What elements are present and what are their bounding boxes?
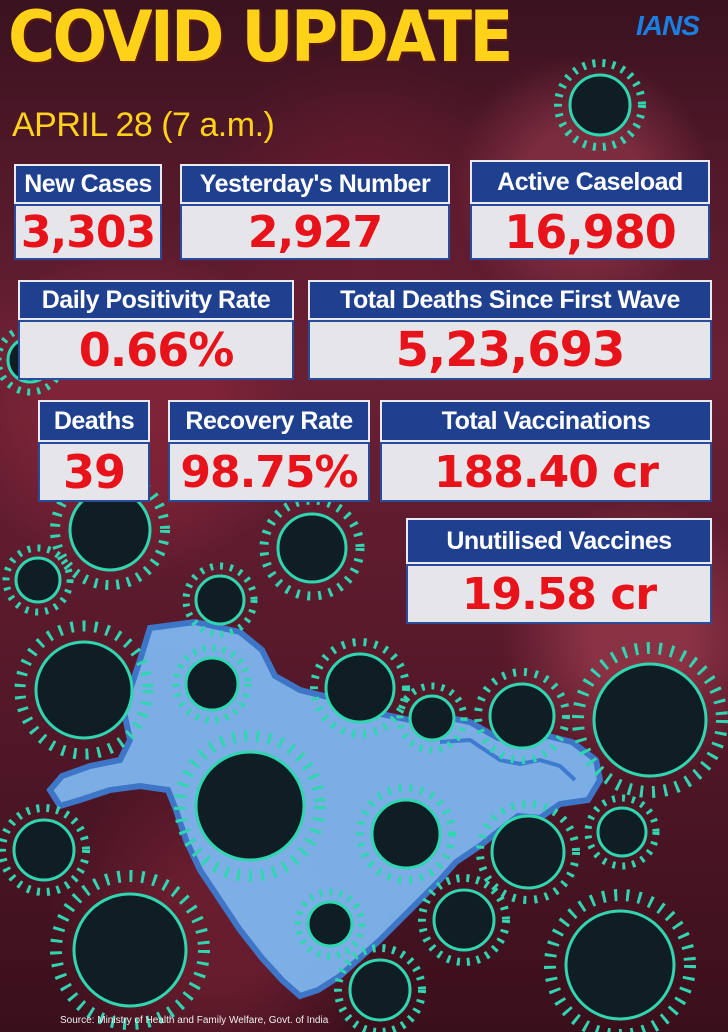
poster-title: COVID UPDATE (8, 0, 513, 78)
stat-label: Active Caseload (470, 160, 710, 204)
stat-label: Total Vaccinations (380, 400, 712, 442)
stat-label: Unutilised Vaccines (406, 518, 712, 564)
stat-card-yesterdays-number: Yesterday's Number 2,927 (180, 164, 450, 260)
stat-card-unutilised-vaccines: Unutilised Vaccines 19.58 cr (406, 518, 712, 624)
stat-label: Daily Positivity Rate (18, 280, 294, 320)
stat-label: Yesterday's Number (180, 164, 450, 204)
stat-card-active-caseload: Active Caseload 16,980 (470, 160, 710, 260)
stat-value: 188.40 cr (380, 442, 712, 502)
stat-label: Total Deaths Since First Wave (308, 280, 712, 320)
stat-value: 0.66% (18, 320, 294, 380)
stat-value: 16,980 (470, 204, 710, 260)
stat-label: Recovery Rate (168, 400, 370, 442)
ians-logo: IANS (636, 10, 700, 41)
stat-value: 19.58 cr (406, 564, 712, 624)
stat-label: New Cases (14, 164, 162, 204)
stat-card-new-cases: New Cases 3,303 (14, 164, 162, 260)
stat-card-recovery-rate: Recovery Rate 98.75% (168, 400, 370, 502)
virus-particles (0, 59, 728, 1032)
stat-value: 5,23,693 (308, 320, 712, 380)
stat-card-total-deaths: Total Deaths Since First Wave 5,23,693 (308, 280, 712, 380)
source-credit: Source: Ministry of Health and Family We… (60, 1015, 329, 1026)
stat-value: 39 (38, 442, 150, 502)
stat-card-daily-positivity-rate: Daily Positivity Rate 0.66% (18, 280, 294, 380)
stat-card-total-vaccinations: Total Vaccinations 188.40 cr (380, 400, 712, 502)
poster-date: APRIL 28 (7 a.m.) (12, 106, 275, 144)
stat-label: Deaths (38, 400, 150, 442)
stat-value: 98.75% (168, 442, 370, 502)
stat-value: 2,927 (180, 204, 450, 260)
stat-value: 3,303 (14, 204, 162, 260)
stat-card-deaths: Deaths 39 (38, 400, 150, 502)
